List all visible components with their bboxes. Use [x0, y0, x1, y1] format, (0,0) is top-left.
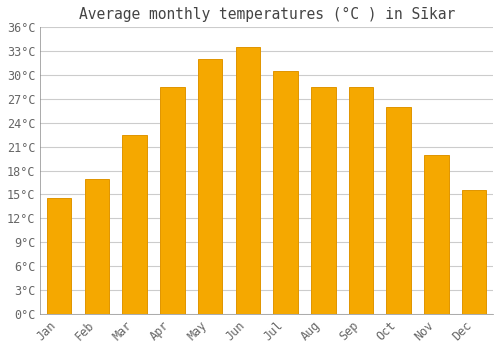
Bar — [462, 190, 486, 314]
Bar — [198, 59, 222, 314]
Bar — [386, 107, 411, 314]
Bar — [236, 47, 260, 314]
Bar — [122, 135, 147, 314]
Bar — [424, 155, 448, 314]
Title: Average monthly temperatures (°C ) in Sīkar: Average monthly temperatures (°C ) in Sī… — [78, 7, 455, 22]
Bar — [348, 87, 374, 314]
Bar — [311, 87, 336, 314]
Bar — [160, 87, 184, 314]
Bar — [84, 178, 109, 314]
Bar — [274, 71, 298, 314]
Bar — [47, 198, 72, 314]
